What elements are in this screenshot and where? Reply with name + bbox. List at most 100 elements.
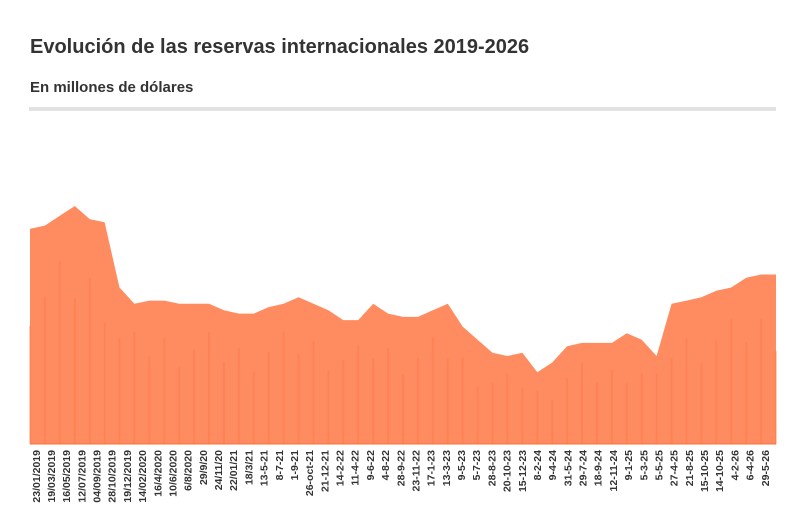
header-divider	[29, 107, 776, 111]
data-point	[745, 342, 748, 444]
x-tick-label: 4-8-22	[380, 450, 392, 481]
x-tick-label: 5-7-23	[471, 450, 483, 481]
x-tick-label: 20-10-23	[502, 450, 514, 492]
x-tick-label: 18/3/21	[243, 450, 255, 485]
x-tick-label: 9-6-22	[365, 450, 377, 481]
data-point	[655, 373, 658, 444]
x-tick-label: 17-1-23	[426, 450, 438, 486]
x-tick-label: 28-9-22	[395, 450, 407, 486]
data-point	[372, 358, 375, 444]
series-area	[30, 206, 776, 444]
data-point	[596, 382, 598, 444]
data-point	[208, 331, 210, 444]
data-point	[700, 363, 703, 444]
data-point	[312, 340, 315, 444]
x-tick-label: 8-7-21	[274, 450, 286, 481]
x-tick-label: 11-4-22	[350, 450, 362, 486]
data-point	[43, 296, 46, 444]
x-tick-label: 14-10-25	[714, 450, 726, 492]
data-point	[610, 369, 613, 444]
data-point	[431, 337, 434, 444]
data-point	[103, 322, 106, 444]
data-point	[581, 363, 583, 444]
x-tick-label: 5-3-25	[638, 450, 650, 481]
data-point	[760, 319, 763, 444]
chart-subtitle: En millones de dólares	[30, 79, 194, 96]
x-tick-label: 8-2-24	[532, 450, 544, 481]
x-tick-label: 29/9/20	[198, 450, 210, 485]
x-tick-label: 21-12-21	[319, 450, 331, 492]
data-point	[73, 298, 76, 444]
x-tick-label: 28/10/2019	[107, 450, 119, 503]
x-axis: 23/01/2019 19/03/2019 16/05/2019 12/07/2019…	[30, 443, 776, 503]
data-point	[252, 372, 255, 444]
x-tick-label: 04/09/2019	[92, 450, 104, 503]
data-point	[387, 347, 390, 444]
x-tick-label: 9-1-25	[623, 450, 635, 481]
data-point	[685, 338, 688, 444]
data-point	[521, 388, 524, 444]
data-point	[640, 373, 643, 444]
x-tick-label: 9-4-24	[547, 450, 559, 481]
chart-title: Evolución de las reservas internacionale…	[30, 36, 530, 58]
data-point	[670, 358, 673, 444]
data-point	[446, 358, 449, 444]
x-tick-label: 6-4-26	[745, 450, 757, 481]
x-tick-label: 15-12-23	[517, 450, 529, 492]
x-tick-label: 31-5-24	[562, 450, 574, 486]
x-tick-label: 23/01/2019	[31, 450, 43, 503]
x-tick-label: 18-9-24	[593, 450, 605, 486]
x-tick-label: 22/01/21	[228, 450, 240, 491]
data-point	[178, 366, 181, 444]
data-point	[29, 325, 31, 444]
data-point	[342, 360, 345, 444]
data-point	[357, 344, 360, 444]
x-tick-label: 16/05/2019	[61, 450, 73, 503]
x-tick-label: 15-10-25	[699, 450, 711, 492]
data-point	[88, 278, 91, 444]
x-tick-label: 16/4/2020	[152, 450, 164, 497]
data-point	[237, 347, 240, 444]
data-point	[416, 358, 419, 444]
data-point	[566, 378, 569, 444]
x-tick-label: 13-3-23	[441, 450, 453, 486]
data-point	[223, 362, 225, 444]
x-tick-label: 28-8-23	[486, 450, 498, 486]
data-point	[402, 374, 404, 444]
x-tick-label: 27-4-25	[669, 450, 681, 486]
x-tick-label: 19/12/2019	[122, 450, 134, 503]
x-tick-label: 13-5-21	[259, 450, 271, 486]
x-tick-label: 14/02/2020	[137, 450, 149, 503]
x-tick-label: 26-oct-21	[304, 450, 316, 496]
data-point	[476, 386, 479, 444]
x-tick-label: 1-9-21	[289, 450, 301, 481]
x-tick-label: 5-5-25	[653, 450, 665, 481]
data-point	[730, 318, 733, 444]
data-point	[327, 370, 330, 444]
data-point	[491, 382, 494, 444]
x-tick-label: 29-7-24	[578, 450, 590, 486]
plot-area	[29, 206, 777, 444]
data-point	[133, 331, 136, 444]
x-tick-label: 9-5-23	[456, 450, 468, 481]
data-point	[282, 331, 285, 444]
data-point	[461, 357, 464, 444]
x-tick-label: 24/11/20	[213, 450, 225, 490]
x-tick-label: 23-11-22	[410, 450, 422, 492]
x-tick-label: 12-11-24	[608, 450, 620, 492]
data-point	[193, 349, 196, 444]
data-point	[715, 340, 718, 444]
data-point	[267, 351, 270, 444]
data-point	[58, 261, 61, 444]
data-point	[118, 338, 121, 444]
data-point	[148, 356, 151, 444]
x-tick-label: 29-5-26	[760, 450, 772, 486]
data-point	[536, 391, 539, 444]
x-tick-label: 4-2-26	[729, 450, 741, 481]
x-tick-label: 19/03/2019	[46, 450, 58, 503]
x-tick-label: 6/8/2020	[183, 450, 195, 491]
data-point	[506, 373, 509, 444]
x-tick-label: 10/6/2020	[167, 450, 179, 497]
x-tick-label: 12/07/2019	[76, 450, 88, 503]
